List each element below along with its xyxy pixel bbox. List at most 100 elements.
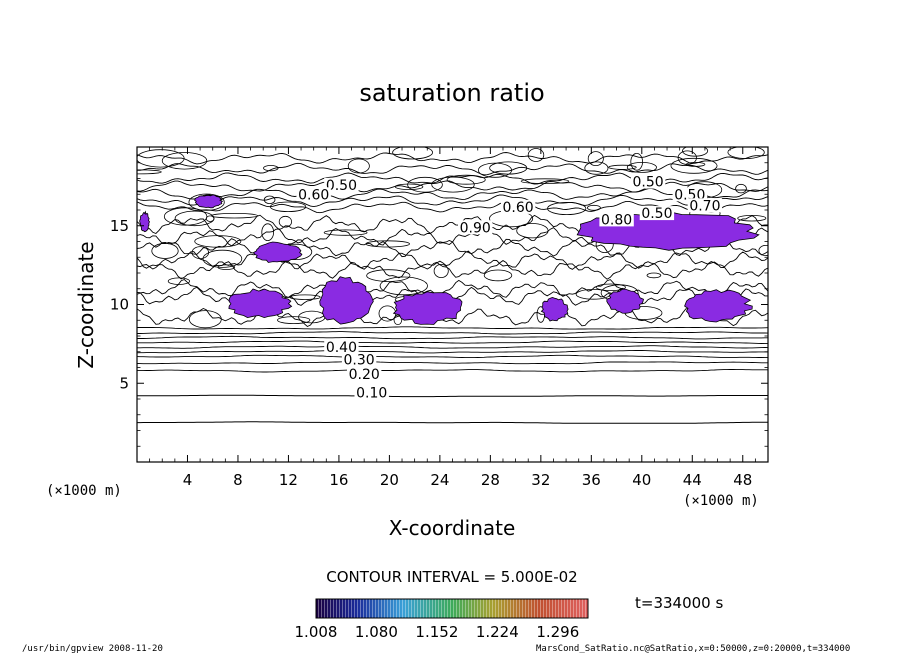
x-tick-label: 40 [632,471,651,489]
colorbar-ticks: 1.008 1.080 1.152 1.224 1.296 [295,623,580,641]
contour-loop [394,183,424,190]
contour-loop [626,161,657,173]
contour-line [137,354,768,359]
x-axis-label: X-coordinate [389,516,516,540]
contour-loop [520,178,570,185]
contour-loop [489,161,528,175]
contour-loop [630,153,643,171]
contour-loop [347,158,370,174]
shaded-region [194,194,224,209]
contour-loop [407,176,443,193]
contour-label-bg [324,340,359,354]
contour-interval-text: CONTOUR INTERVAL = 5.000E-02 [326,568,577,586]
contour-line [137,278,768,298]
contour-label-bg [500,199,536,214]
contour-line [137,340,768,345]
contour-loop [595,283,626,291]
contour-loop [137,149,185,168]
contour-loop [587,204,601,211]
contour-label-bg [599,212,634,227]
contour-line [137,307,768,328]
x-tick-label: 8 [233,471,243,489]
contour-line [137,369,768,373]
contour-loop [151,242,179,259]
contour-loop [527,148,545,162]
contour-line [137,194,768,208]
contour-loop [516,223,549,239]
contour-loop [735,183,747,194]
contour-loop [277,316,311,325]
contour-loop [587,151,604,167]
contour-label-bg [458,220,493,235]
contour-label-bg [324,177,359,192]
contour-loop [188,310,222,329]
contour-loop [646,272,662,279]
colorbar-stripes [316,599,588,618]
contour-loop [392,147,433,160]
x-tick-label: 4 [183,471,193,489]
footer-left: /usr/bin/gpview 2008-11-20 [22,644,163,654]
contour-loop [584,161,609,175]
contour-loop [210,212,258,219]
colorbar-frame [315,598,589,619]
contour-label-bg [296,187,331,202]
contour-label: 0.80 [601,212,632,228]
contour-line [137,335,768,340]
contour-loop [758,245,768,256]
contour-loop [278,215,292,228]
contour-loop [269,201,307,213]
contour-label-bg [347,366,382,381]
contour-loop [261,223,275,242]
chart-title: saturation ratio [359,79,544,107]
contour-loop [431,176,475,193]
contour-line [137,350,768,354]
shaded-region [392,291,463,325]
contour-line [137,152,768,165]
contour-label-bg [354,385,389,400]
contour-loop [217,264,236,270]
contour-loop [433,263,449,278]
contour-loop [547,201,587,215]
contour-label: 0.70 [689,198,720,214]
colorbar-tick-label: 1.008 [295,623,338,641]
contour-label: 0.40 [326,340,357,356]
contour-label: 0.30 [344,353,375,369]
y-axis-label: Z-coordinate [74,241,98,368]
colorbar-tick-label: 1.152 [415,623,458,641]
contour-loop [174,210,215,227]
y-tick-label: 10 [110,296,129,314]
contour-line [137,345,768,349]
contour-loop [263,195,276,204]
contour-loop [202,249,243,268]
colorbar-tick-label: 1.224 [476,623,519,641]
contour-loop [682,147,709,157]
contour-line [137,360,768,365]
contour-loop [163,207,208,226]
contour-label: 0.50 [641,206,672,222]
y-axis: 5 10 15 [110,162,768,447]
contour-line [137,326,768,330]
x-tick-label: 36 [582,471,601,489]
shaded-region [253,241,303,263]
contour-line [137,394,768,398]
contour-loop [483,269,513,282]
contour-loop [477,162,512,178]
contour-loop [446,174,486,185]
shaded-region [228,288,293,319]
contour-label: 0.50 [326,178,357,194]
colorbar-tick-label: 1.080 [355,623,398,641]
contour-loop [393,314,403,326]
time-label: t=334000 s [635,594,723,612]
x-axis: 4 8 12 16 20 24 28 32 36 40 44 48 [149,147,756,489]
contour-label-bg [639,206,675,221]
contour-loop [191,246,210,260]
x-unit-label: (×1000 m) [683,493,759,509]
contour-loop [365,240,411,248]
contour-line [137,331,768,335]
contour-loop [608,164,637,170]
contour-label-bg [630,174,666,189]
y-tick-label: 5 [119,374,129,392]
contour-label-bg [672,187,707,202]
shaded-region [606,288,644,314]
contour-line [137,187,768,200]
